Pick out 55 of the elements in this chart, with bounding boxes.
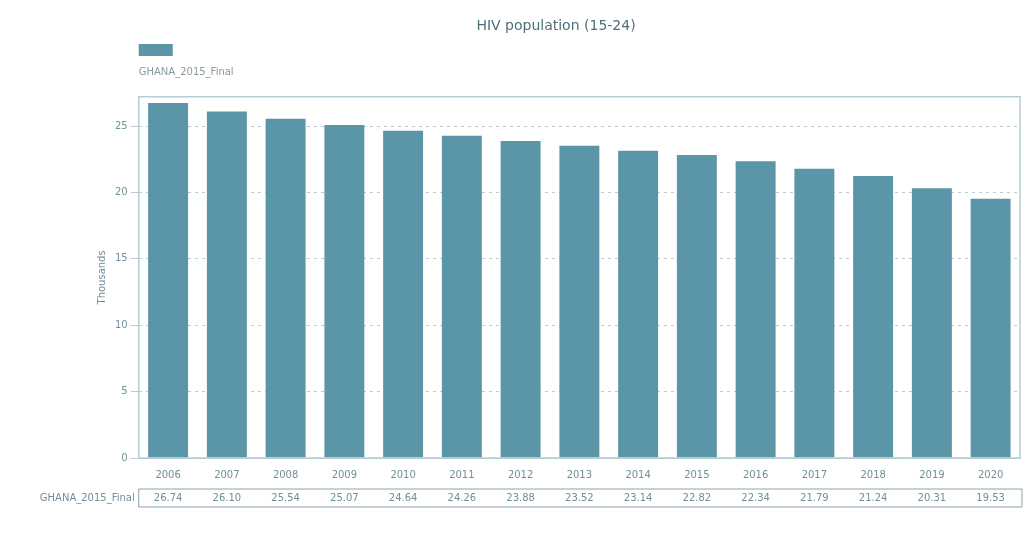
bar xyxy=(794,168,835,458)
data-label: 21.24 xyxy=(858,491,888,503)
x-tick-label: 2019 xyxy=(919,468,945,480)
x-tick-label: 2011 xyxy=(449,468,475,480)
x-tick-label: 2012 xyxy=(507,468,534,480)
chart-title: HIV population (15-24) xyxy=(476,17,636,34)
bar xyxy=(383,130,424,458)
data-label: 24.26 xyxy=(447,491,477,503)
y-tick-label: 0 xyxy=(121,451,128,463)
data-label: 25.54 xyxy=(271,491,300,503)
data-label: 20.31 xyxy=(917,491,947,503)
bar xyxy=(441,135,482,458)
bar xyxy=(618,150,659,458)
y-tick-label: 20 xyxy=(114,186,128,198)
bar xyxy=(559,145,600,458)
bar xyxy=(148,102,189,458)
data-label: 24.64 xyxy=(388,491,418,503)
bar xyxy=(324,125,365,458)
x-tick-label: 2007 xyxy=(214,468,240,480)
bar xyxy=(911,188,952,458)
bar xyxy=(970,198,1011,458)
bar xyxy=(853,175,894,458)
data-label: 23.52 xyxy=(565,491,594,503)
x-tick-label: 2020 xyxy=(977,468,1004,480)
x-tick-label: 2016 xyxy=(742,468,769,480)
x-tick-label: 2013 xyxy=(566,468,593,480)
x-tick-label: 2015 xyxy=(684,468,710,480)
bar xyxy=(676,154,717,458)
y-tick-label: 25 xyxy=(114,119,128,131)
bar xyxy=(500,140,541,458)
y-tick-label: 15 xyxy=(114,252,128,264)
x-tick-label: 2010 xyxy=(390,468,416,480)
x-tick-label: 2008 xyxy=(272,468,299,480)
x-tick-label: 2014 xyxy=(625,468,651,480)
data-label: 23.88 xyxy=(506,491,535,503)
data-label: 21.79 xyxy=(800,491,829,503)
legend-label: GHANA_2015_Final xyxy=(138,65,234,78)
data-label: 25.07 xyxy=(330,491,359,503)
y-tick-label: 5 xyxy=(121,385,128,397)
bar xyxy=(206,111,247,458)
data-label: 22.82 xyxy=(682,491,712,503)
bar xyxy=(735,161,776,458)
y-axis-title: Thousands xyxy=(95,250,107,306)
y-tick-label: 10 xyxy=(114,318,128,330)
text: GHANA_2015_Final xyxy=(39,491,135,503)
data-label: 26.10 xyxy=(212,491,242,503)
bar xyxy=(265,118,306,458)
data-label: 23.14 xyxy=(623,491,653,503)
x-tick-label: 2006 xyxy=(155,468,181,480)
x-tick-label: 2018 xyxy=(860,468,886,480)
data-label: 22.34 xyxy=(741,491,770,503)
x-tick-label: 2017 xyxy=(801,468,828,480)
data-label: 26.74 xyxy=(153,491,183,503)
x-tick-label: 2009 xyxy=(331,468,358,480)
data-label: 19.53 xyxy=(976,491,1005,503)
